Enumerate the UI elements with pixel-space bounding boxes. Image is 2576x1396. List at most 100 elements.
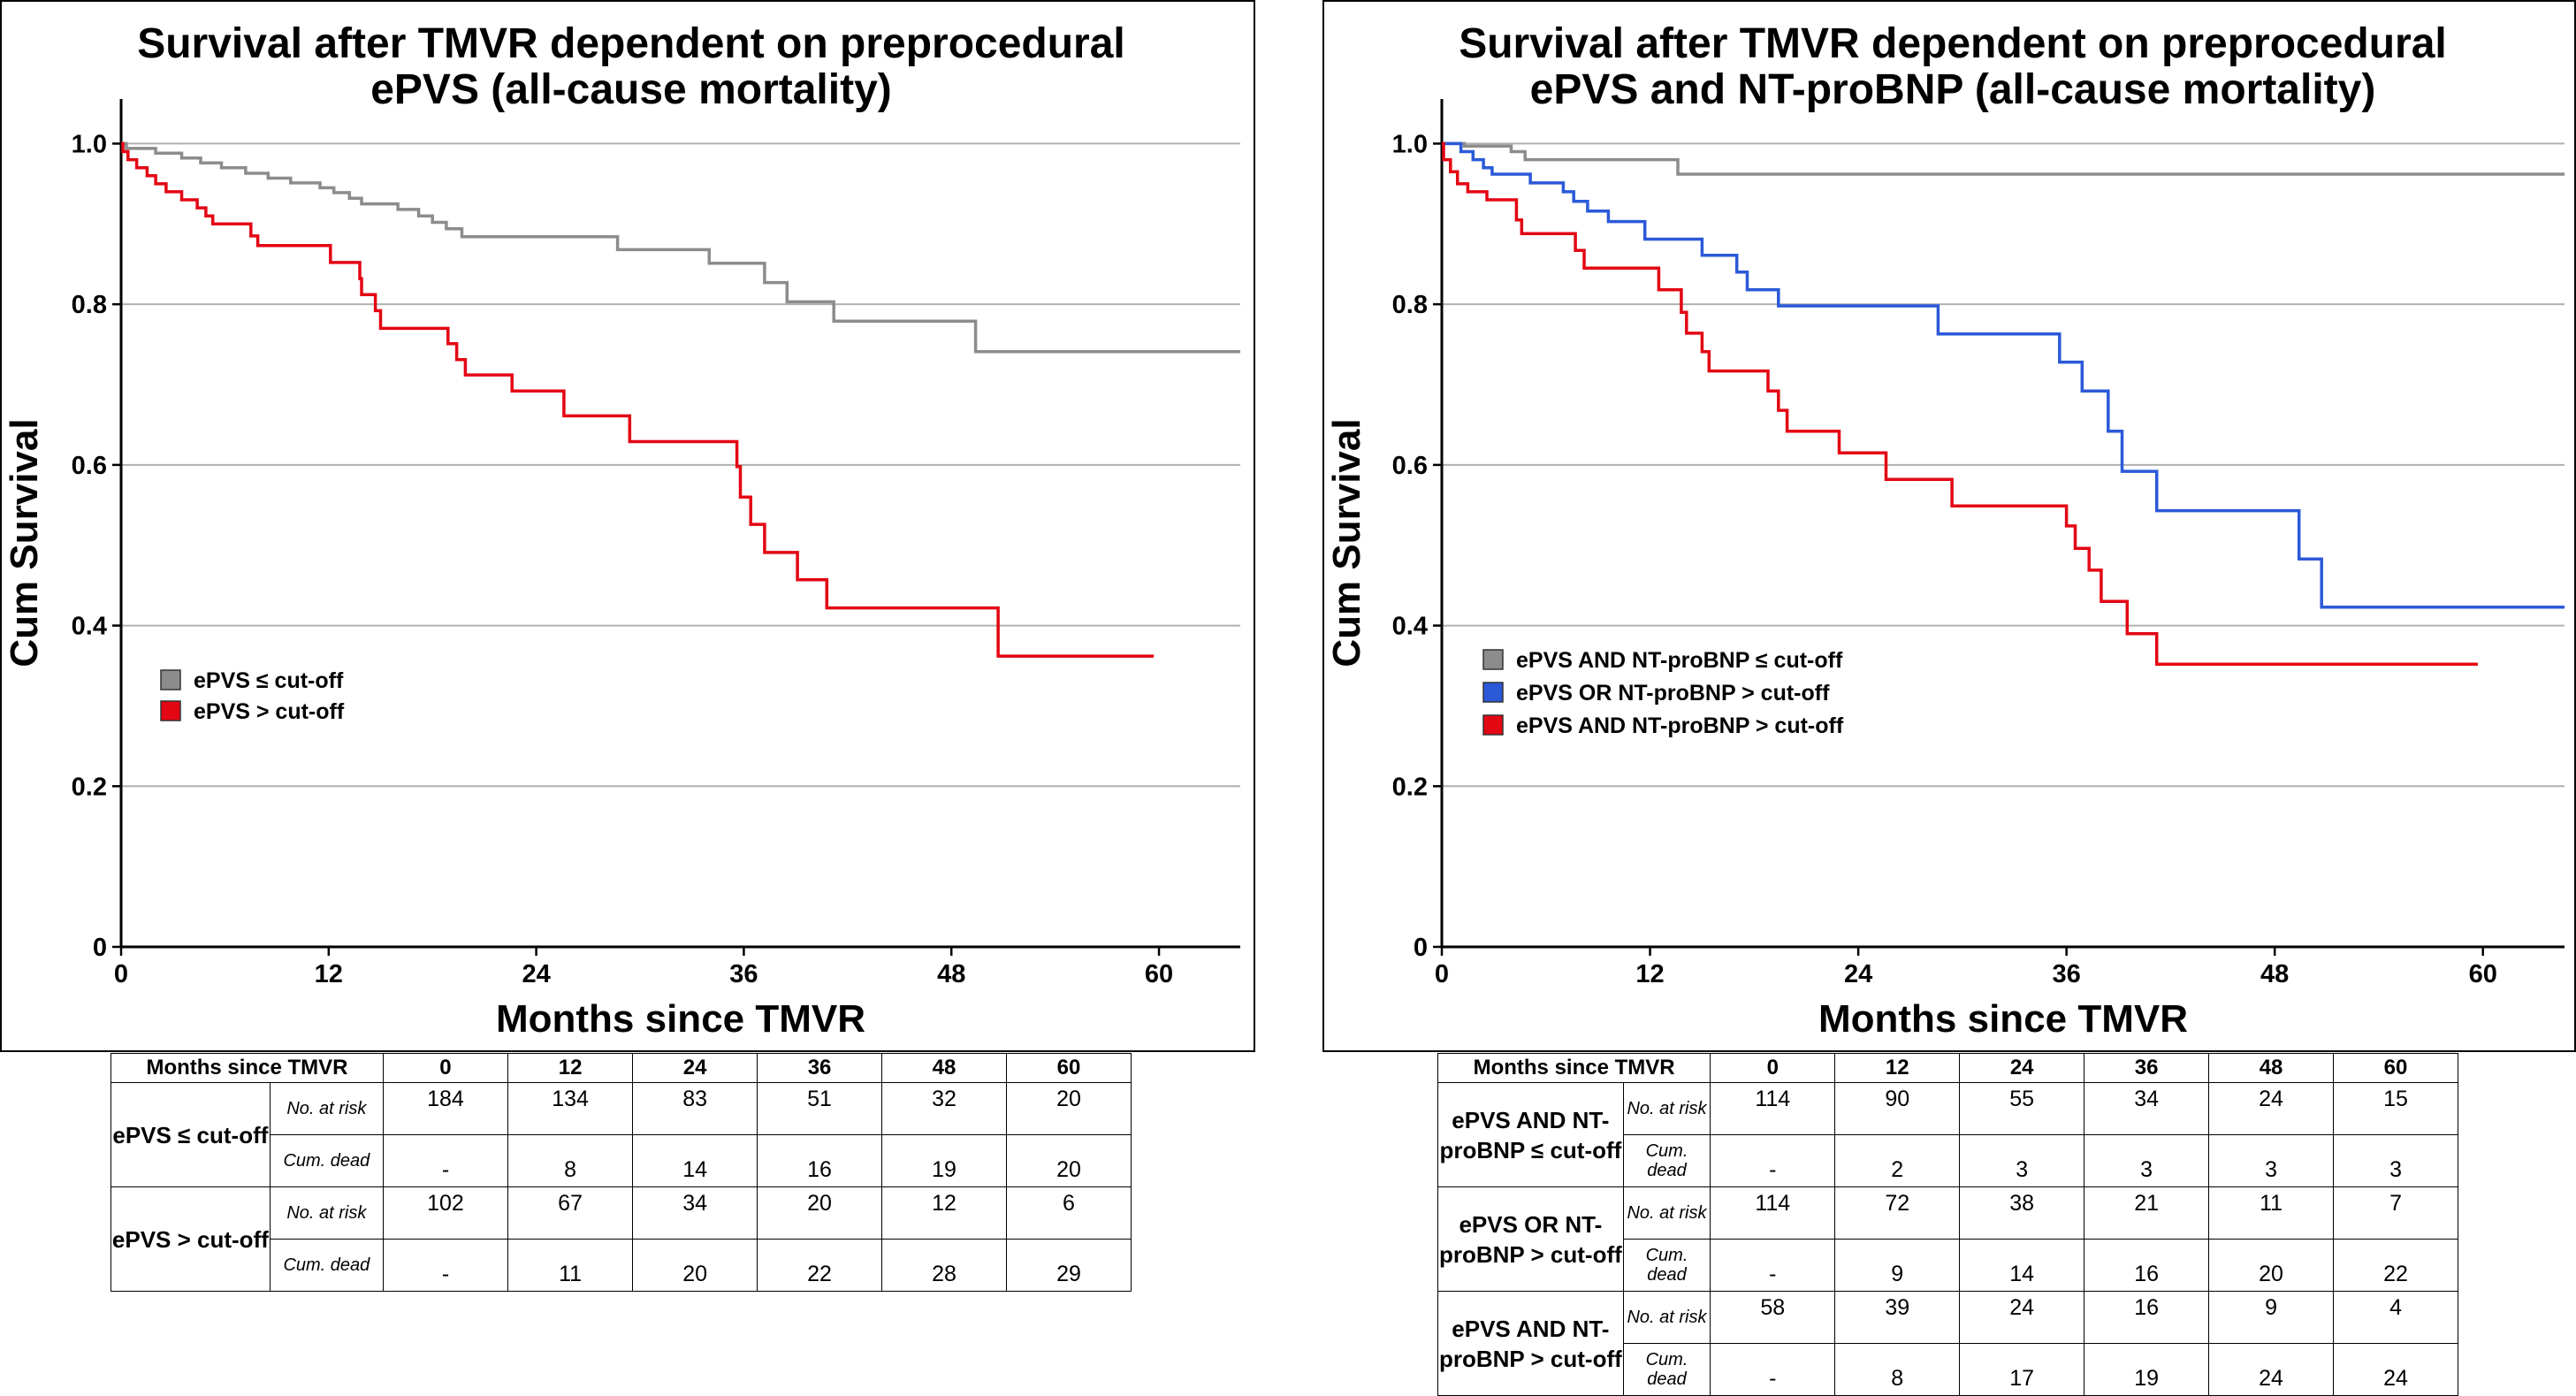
x-axis-title: Months since TMVR [496,997,865,1041]
at-risk-value: 83 [632,1082,758,1135]
at-risk-value: 4 [2333,1291,2458,1344]
risk-table-time: 48 [881,1053,1007,1083]
y-tick-label: 0.8 [1392,291,1428,319]
at-risk-value: 21 [2084,1186,2210,1240]
cum-dead-value: 16 [2084,1239,2210,1292]
risk-table-time: 36 [757,1053,883,1083]
at-risk-value: 90 [1834,1082,1961,1135]
x-tick-label: 48 [937,960,965,988]
at-risk-value: 32 [881,1082,1007,1135]
at-risk-value: 34 [2084,1082,2210,1135]
y-tick-label: 1.0 [72,130,107,158]
y-axis-title: Cum Survival [3,418,46,667]
cum-dead-value: 2 [1834,1134,1961,1187]
at-risk-value: 39 [1834,1291,1961,1344]
cum-dead-value: 20 [1005,1134,1132,1187]
cum-dead-label: Cum. dead [1622,1134,1711,1187]
at-risk-value: 67 [507,1186,634,1240]
risk-table-group: ePVS AND NT-proBNP > cut-off [1437,1291,1624,1396]
cum-dead-value: - [1710,1134,1836,1187]
at-risk-value: 134 [507,1082,634,1135]
chart-title-line: Survival after TMVR dependent on preproc… [1459,20,2447,67]
left-chart-panel [0,0,1255,1052]
y-tick-label: 0.4 [72,613,107,641]
x-tick-label: 0 [1435,960,1449,988]
survival-curve [1442,141,2565,609]
cum-dead-value: - [382,1134,509,1187]
chart-title-line: ePVS and NT-proBNP (all-cause mortality) [1530,66,2376,113]
x-tick-label: 12 [1635,960,1664,988]
cum-dead-value: 3 [2208,1134,2335,1187]
cum-dead-value: 8 [1834,1343,1961,1396]
at-risk-label: No. at risk [1622,1291,1711,1344]
at-risk-value: 24 [2208,1082,2335,1135]
y-tick-label: 0.8 [72,291,107,319]
cum-dead-value: 20 [2208,1239,2335,1292]
legend-swatch [1482,649,1504,670]
survival-curve [1442,141,2565,176]
at-risk-value: 102 [382,1186,509,1240]
legend-label: ePVS AND NT-proBNP > cut-off [1516,713,1844,738]
x-tick-label: 24 [1844,960,1872,988]
cum-dead-value: 14 [1959,1239,2085,1292]
x-axis-title: Months since TMVR [1818,997,2188,1041]
y-tick-label: 0.2 [72,773,107,801]
y-axis-title: Cum Survival [1325,418,1368,667]
cum-dead-value: - [1710,1343,1836,1396]
x-tick-label: 60 [2469,960,2497,988]
at-risk-value: 72 [1834,1186,1961,1240]
x-tick-label: 60 [1145,960,1173,988]
at-risk-value: 184 [382,1082,509,1135]
cum-dead-value: 9 [1834,1239,1961,1292]
y-tick-label: 0.2 [1392,773,1428,801]
x-tick-label: 36 [2053,960,2081,988]
legend-label: ePVS ≤ cut-off [194,668,344,693]
at-risk-value: 9 [2208,1291,2335,1344]
cum-dead-value: 14 [632,1134,758,1187]
x-tick-label: 0 [114,960,128,988]
cum-dead-label: Cum. dead [269,1239,384,1292]
y-tick-label: 0.6 [1392,452,1428,480]
right-survival-chart: Survival after TMVR dependent on preproc… [1325,20,2565,1041]
at-risk-value: 7 [2333,1186,2458,1240]
risk-table-header: Months since TMVR [1437,1053,1711,1083]
at-risk-value: 11 [2208,1186,2335,1240]
at-risk-value: 51 [757,1082,883,1135]
cum-dead-value: - [382,1239,509,1292]
at-risk-label: No. at risk [1622,1186,1711,1240]
cum-dead-value: 22 [757,1239,883,1292]
cum-dead-value: 24 [2333,1343,2458,1396]
legend-label: ePVS OR NT-proBNP > cut-off [1516,681,1830,706]
risk-table-time: 24 [632,1053,758,1083]
risk-table-group: ePVS ≤ cut-off [111,1082,271,1187]
cum-dead-value: 3 [2333,1134,2458,1187]
y-tick-label: 0 [93,934,107,962]
risk-table-time: 24 [1959,1053,2085,1083]
at-risk-value: 20 [757,1186,883,1240]
survival-curve [121,141,1155,658]
risk-table-group: ePVS AND NT-proBNP ≤ cut-off [1437,1082,1624,1187]
risk-table-time: 12 [507,1053,634,1083]
cum-dead-label: Cum. dead [1622,1343,1711,1396]
at-risk-value: 20 [1005,1082,1132,1135]
at-risk-value: 24 [1959,1291,2085,1344]
at-risk-value: 6 [1005,1186,1132,1240]
risk-table-time: 0 [382,1053,509,1083]
risk-table-header: Months since TMVR [111,1053,384,1083]
risk-table-time: 12 [1834,1053,1961,1083]
cum-dead-value: 8 [507,1134,634,1187]
legend-swatch [1482,682,1504,703]
risk-table-time: 48 [2208,1053,2335,1083]
x-tick-label: 48 [2260,960,2289,988]
at-risk-label: No. at risk [1622,1082,1711,1135]
at-risk-value: 16 [2084,1291,2210,1344]
cum-dead-label: Cum. dead [269,1134,384,1187]
cum-dead-value: 16 [757,1134,883,1187]
cum-dead-value: 20 [632,1239,758,1292]
cum-dead-value: 11 [507,1239,634,1292]
cum-dead-value: 3 [1959,1134,2085,1187]
cum-dead-value: 28 [881,1239,1007,1292]
at-risk-label: No. at risk [269,1186,384,1240]
y-tick-label: 0 [1414,934,1428,962]
chart-title-line: Survival after TMVR dependent on preproc… [137,20,1125,67]
